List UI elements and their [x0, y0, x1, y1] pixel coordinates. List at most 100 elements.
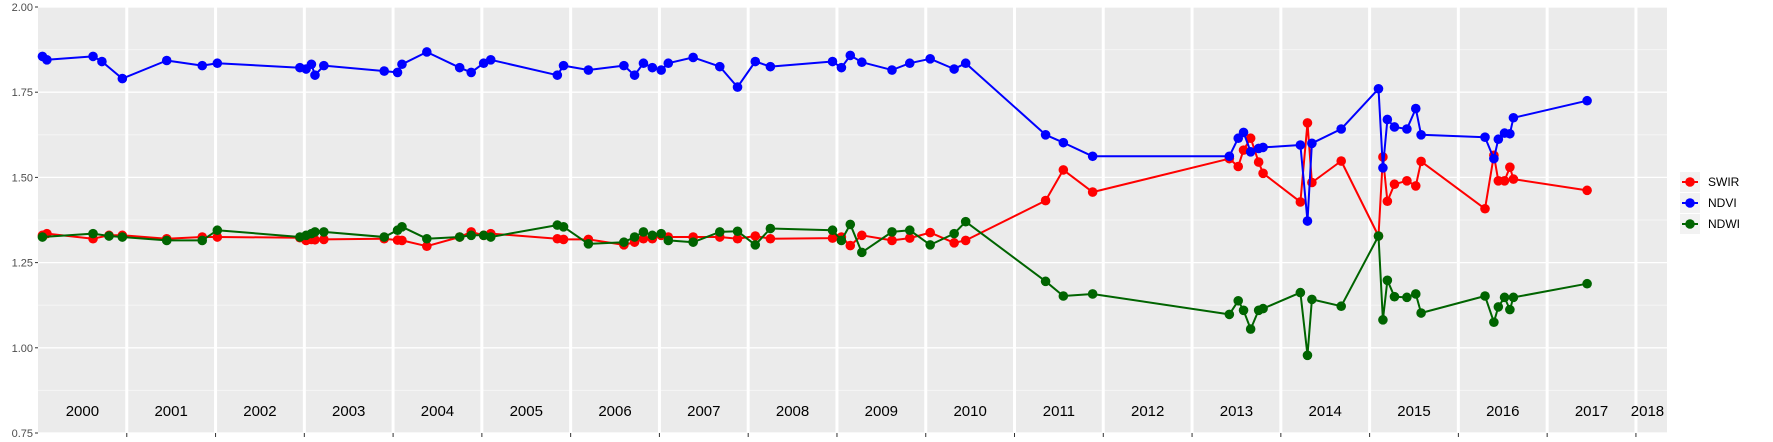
- data-point-ndvi: [1245, 147, 1256, 157]
- data-point-ndwi: [1245, 324, 1256, 334]
- data-point-swir: [904, 233, 915, 243]
- legend: SWIR NDVI NDWI: [1680, 172, 1740, 234]
- data-point-ndvi: [583, 65, 594, 75]
- data-point-ndvi: [663, 58, 674, 69]
- data-point-ndvi: [1373, 83, 1384, 94]
- data-point-ndwi: [732, 226, 743, 237]
- data-point-ndwi: [750, 240, 761, 250]
- data-point-ndwi: [1058, 291, 1069, 301]
- data-point-ndvi: [1302, 216, 1313, 226]
- data-point-ndwi: [1295, 287, 1306, 298]
- data-point-ndvi: [714, 61, 725, 72]
- data-point-ndwi: [319, 227, 329, 237]
- data-point-ndvi: [212, 58, 223, 69]
- data-point-ndvi: [1410, 103, 1421, 114]
- data-point-ndvi: [1040, 130, 1051, 140]
- data-point-swir: [397, 235, 407, 246]
- data-point-swir: [1253, 157, 1264, 167]
- data-point-ndvi: [638, 58, 649, 69]
- year-label: 2015: [1397, 403, 1430, 420]
- data-point-ndwi: [37, 232, 48, 242]
- legend-label-ndwi: NDWI: [1708, 217, 1740, 231]
- data-point-ndvi: [1058, 137, 1069, 148]
- data-point-swir: [319, 234, 329, 245]
- data-point-ndwi: [836, 235, 847, 246]
- data-point-ndwi: [960, 216, 971, 227]
- data-point-ndwi: [1489, 317, 1499, 328]
- data-point-ndvi: [117, 73, 128, 84]
- data-point-swir: [1040, 195, 1051, 206]
- data-point-ndwi: [656, 228, 666, 239]
- year-label: 2018: [1631, 403, 1664, 420]
- data-point-ndwi: [1336, 301, 1346, 312]
- data-point-ndwi: [887, 227, 897, 237]
- data-point-ndvi: [558, 60, 569, 71]
- data-point-ndvi: [42, 55, 52, 65]
- data-point-ndwi: [1508, 292, 1519, 303]
- data-point-swir: [887, 235, 897, 246]
- data-point-ndwi: [1499, 292, 1510, 303]
- data-point-ndwi: [310, 227, 320, 237]
- data-point-ndwi: [949, 228, 959, 239]
- data-point-swir: [925, 227, 935, 238]
- data-point-ndvi: [647, 62, 658, 73]
- data-point-ndvi: [422, 47, 432, 57]
- data-point-swir: [1233, 161, 1244, 172]
- data-point-ndwi: [161, 235, 172, 246]
- year-label: 2012: [1131, 403, 1164, 420]
- data-point-ndwi: [845, 219, 856, 230]
- data-point-swir: [1410, 181, 1421, 191]
- data-point-ndwi: [1040, 276, 1051, 287]
- data-point-swir: [1389, 179, 1400, 190]
- year-label: 2002: [243, 403, 276, 420]
- data-point-ndwi: [1389, 291, 1400, 302]
- data-point-ndvi: [1493, 134, 1504, 145]
- series-layer: [37, 47, 1592, 361]
- data-point-ndvi: [1505, 128, 1515, 139]
- data-point-swir: [1505, 162, 1515, 172]
- data-point-ndvi: [765, 61, 776, 72]
- data-point-ndvi: [306, 59, 317, 70]
- data-point-ndvi: [1582, 95, 1592, 106]
- data-point-ndvi: [88, 51, 98, 62]
- data-point-ndvi: [1224, 151, 1235, 162]
- data-point-ndvi: [688, 52, 698, 63]
- data-point-swir: [1245, 133, 1256, 144]
- data-point-swir: [750, 231, 761, 241]
- data-point-ndwi: [1416, 308, 1426, 318]
- data-point-swir: [1295, 197, 1306, 207]
- data-point-ndvi: [197, 60, 208, 71]
- data-point-swir: [845, 240, 856, 251]
- y-tick-label: 1.50: [12, 172, 33, 184]
- data-point-ndwi: [454, 232, 465, 242]
- year-label: 2007: [687, 403, 720, 420]
- data-point-ndwi: [638, 227, 649, 237]
- data-point-swir: [1336, 156, 1346, 166]
- data-point-ndvi: [750, 56, 761, 67]
- data-point-swir: [949, 238, 959, 248]
- data-point-ndwi: [714, 227, 725, 237]
- data-point-ndwi: [619, 237, 629, 247]
- major-gridlines: [38, 6, 1667, 434]
- legend-marker-ndwi: [1685, 219, 1695, 229]
- data-point-ndwi: [827, 225, 838, 236]
- data-point-ndwi: [688, 237, 698, 247]
- data-point-ndvi: [857, 57, 867, 68]
- y-axis: 0.75 1.00 1.25 1.50 1.75 2.00: [12, 2, 38, 440]
- data-point-ndwi: [104, 231, 114, 241]
- data-point-ndvi: [97, 56, 107, 67]
- legend-marker-ndvi: [1685, 198, 1695, 208]
- data-point-ndwi: [1224, 309, 1235, 320]
- data-point-ndvi: [925, 54, 935, 64]
- series-ndwi: [37, 216, 1592, 361]
- year-label: 2009: [865, 403, 898, 420]
- y-tick-label: 1.75: [12, 87, 33, 99]
- data-point-ndwi: [765, 223, 776, 234]
- series-line-ndwi: [42, 220, 1588, 357]
- data-point-ndwi: [1302, 350, 1313, 361]
- data-point-ndvi: [392, 67, 403, 78]
- year-labels: 2000 2001 2002 2003 2004 2005 2006 2007 2008 2009…: [66, 403, 1664, 420]
- data-point-ndwi: [1402, 292, 1412, 303]
- data-point-ndvi: [887, 65, 897, 75]
